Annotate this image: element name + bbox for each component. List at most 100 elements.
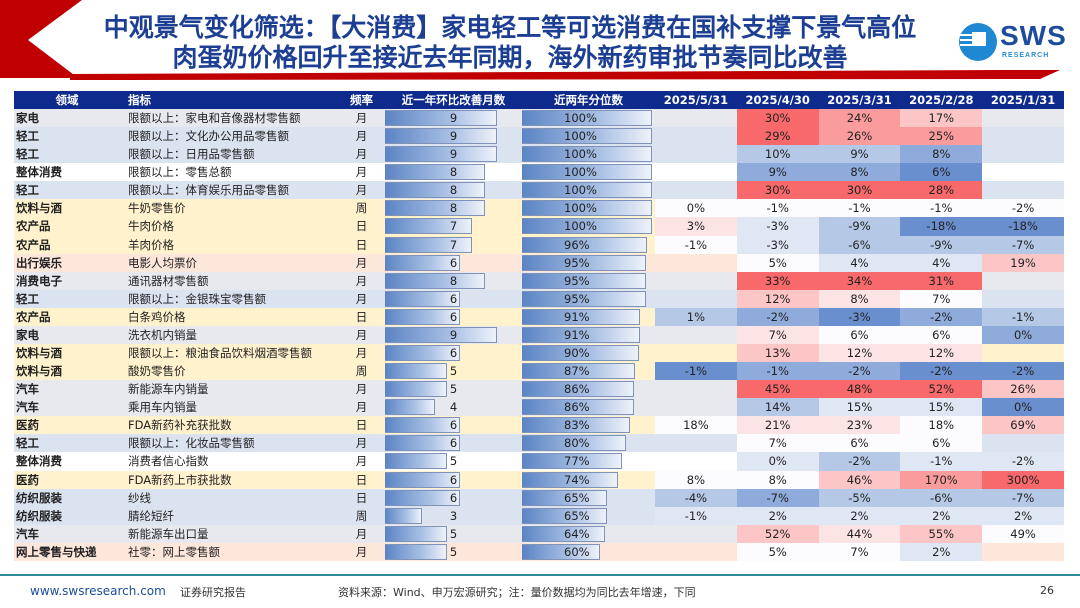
sector-cell: 纺织服装 xyxy=(16,490,62,505)
percentile-value: 65% xyxy=(564,508,590,523)
months-bar xyxy=(385,182,485,199)
percentile-value: 100% xyxy=(564,219,597,234)
percentile-bar xyxy=(522,381,634,398)
sector-cell: 饮料与酒 xyxy=(16,201,62,216)
yoy-cell: 12% xyxy=(900,344,983,363)
footer-website[interactable]: www.swsresearch.com xyxy=(30,584,166,598)
yoy-cell: 12% xyxy=(736,289,819,308)
percentile-value: 100% xyxy=(564,165,597,180)
yoy-cell: -2% xyxy=(818,362,901,381)
months-bar xyxy=(385,146,498,163)
months-bar xyxy=(385,435,460,452)
frequency-cell: 月 xyxy=(355,544,368,559)
percentile-bar xyxy=(522,326,641,343)
frequency-cell: 月 xyxy=(355,273,368,288)
percentile-value: 90% xyxy=(564,346,590,361)
yoy-cell xyxy=(982,109,1064,128)
percentile-bar xyxy=(522,525,606,542)
months-value: 8 xyxy=(449,273,458,288)
percentile-value: 77% xyxy=(564,454,590,469)
percentile-value: 91% xyxy=(564,309,590,324)
indicator-cell: 限额以上：体育娱乐用品零售额 xyxy=(128,183,289,198)
months-value: 6 xyxy=(449,255,458,270)
yoy-cell: 28% xyxy=(900,181,983,200)
yoy-cell xyxy=(982,289,1064,308)
months-value: 9 xyxy=(449,327,458,342)
months-value: 7 xyxy=(449,237,458,252)
yoy-cell: 26% xyxy=(982,380,1064,399)
percentile-cell: 86% xyxy=(522,380,655,398)
yoy-cell xyxy=(655,253,737,272)
table-row: 医药 FDA新药补充获批数日 6 83% 18% 21% 23% 18% 69% xyxy=(14,416,1064,435)
months-bar xyxy=(385,218,473,235)
table-row: 出行娱乐 电影人均票价月 6 95% 5% 4% 4% 19% xyxy=(14,253,1064,272)
months-improved-cell: 9 xyxy=(385,326,522,344)
indicator-cell: 纱线 xyxy=(128,490,151,505)
months-value: 5 xyxy=(449,526,458,541)
frequency-cell: 日 xyxy=(355,418,368,433)
yoy-cell xyxy=(655,398,737,417)
months-improved-cell: 6 xyxy=(385,254,522,272)
table-row: 轻工 限额以上：日用品零售额 月 9 100% 10% 9% 8% xyxy=(14,145,1064,164)
yoy-cell: 52% xyxy=(736,524,819,543)
yoy-cell: -18% xyxy=(900,217,983,236)
months-value: 5 xyxy=(449,454,458,469)
table-row: 汽车 新能源车内销量 月 5 86% 45% 48% 52% 26% xyxy=(14,380,1064,399)
months-bar xyxy=(385,489,460,506)
yoy-cell: -1% xyxy=(982,307,1064,326)
table-row: 整体消费 消费者信心指数月 5 77% 0% -2% -1% -2% xyxy=(14,452,1064,471)
percentile-value: 100% xyxy=(564,147,597,162)
yoy-cell: 21% xyxy=(736,416,819,435)
indicator-cell: 白条鸡价格 xyxy=(128,309,186,324)
yoy-cell: -1% xyxy=(736,199,819,218)
yoy-cell: -9% xyxy=(900,235,983,254)
yoy-cell xyxy=(655,145,737,164)
yoy-cell: 170% xyxy=(900,470,983,489)
yoy-cell xyxy=(982,434,1064,453)
table-header: 领域 指标 频率 近一年环比改善月数 近两年分位数 2025/5/31 2025… xyxy=(14,91,1064,109)
yoy-cell xyxy=(655,344,737,363)
yoy-cell xyxy=(982,344,1064,363)
months-improved-cell: 8 xyxy=(385,199,522,217)
yoy-cell: 2% xyxy=(900,542,983,561)
months-bar xyxy=(385,200,485,217)
months-improved-cell: 6 xyxy=(385,471,522,489)
yoy-cell: 55% xyxy=(900,524,983,543)
frequency-cell: 月 xyxy=(355,327,368,342)
yoy-cell xyxy=(655,452,737,471)
indicator-cell: 牛肉价格 xyxy=(128,219,174,234)
yoy-cell xyxy=(655,524,737,543)
yoy-cell xyxy=(655,127,737,146)
sector-cell: 农产品 xyxy=(16,309,51,324)
yoy-cell: 8% xyxy=(900,145,983,164)
months-value: 4 xyxy=(449,400,458,415)
yoy-cell: 2% xyxy=(900,506,983,525)
yoy-cell: -6% xyxy=(818,235,901,254)
yoy-cell: 14% xyxy=(736,398,819,417)
yoy-cell: 24% xyxy=(818,109,901,128)
months-bar xyxy=(385,128,498,145)
footer-divider xyxy=(0,574,1080,576)
page-number: 26 xyxy=(1040,584,1054,597)
percentile-bar xyxy=(522,110,652,126)
percentile-cell: 64% xyxy=(522,525,655,543)
yoy-cell: 30% xyxy=(736,181,819,200)
months-improved-cell: 5 xyxy=(385,380,522,398)
yoy-cell: 6% xyxy=(818,434,901,453)
yoy-cell: 52% xyxy=(900,380,983,399)
yoy-cell: 5% xyxy=(736,253,819,272)
yoy-cell: -1% xyxy=(655,362,737,381)
yoy-cell: 31% xyxy=(900,271,983,290)
footer-doc-type: 证券研究报告 xyxy=(180,586,246,599)
indicator-cell: 羊肉价格 xyxy=(128,237,174,252)
header-decoration xyxy=(0,0,1060,80)
months-improved-cell: 6 xyxy=(385,434,522,452)
yoy-cell: -1% xyxy=(736,362,819,381)
indicator-cell: 通讯器材零售额 xyxy=(128,273,209,288)
yoy-cell: 0% xyxy=(982,325,1064,345)
indicator-cell: FDA新药补充获批数 xyxy=(128,418,232,433)
yoy-cell: -3% xyxy=(818,307,901,326)
yoy-cell: 1% xyxy=(655,307,737,326)
months-improved-cell: 9 xyxy=(385,127,522,145)
table-row: 汽车 乘用车内销量月 4 86% 14% 15% 15% 0% xyxy=(14,398,1064,417)
